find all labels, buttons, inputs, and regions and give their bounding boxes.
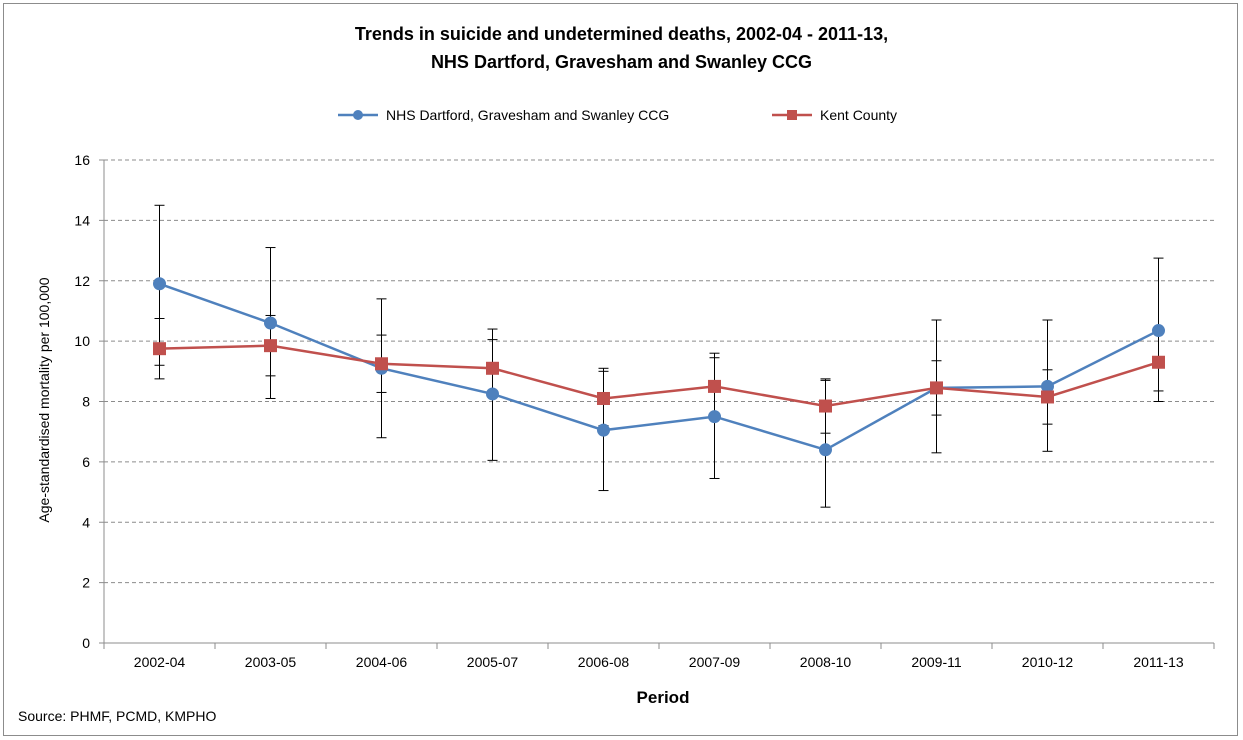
data-point-1 xyxy=(597,391,610,405)
legend-item-kent: Kent County xyxy=(770,104,897,126)
y-tick-label: 8 xyxy=(82,394,90,410)
data-point-0 xyxy=(264,316,277,330)
x-axis-label: Period xyxy=(636,688,690,707)
x-tick-label: 2011-13 xyxy=(1133,654,1184,670)
y-tick-label: 6 xyxy=(82,454,90,470)
y-tick-label: 12 xyxy=(74,273,90,289)
chart-subtitle: NHS Dartford, Gravesham and Swanley CCG xyxy=(430,52,813,72)
data-point-1 xyxy=(375,357,388,371)
y-tick-label: 14 xyxy=(74,212,90,228)
data-point-0 xyxy=(1041,379,1054,393)
chart-title: Trends in suicide and undetermined death… xyxy=(354,24,889,44)
y-tick-label: 0 xyxy=(82,635,90,651)
source-note: Source: PHMF, PCMD, KMPHO xyxy=(18,708,217,724)
data-point-1 xyxy=(930,381,943,395)
data-point-1 xyxy=(264,339,277,353)
legend-swatch-kent xyxy=(772,110,812,120)
legend-label-kent: Kent County xyxy=(820,107,898,123)
x-tick-label: 2008-10 xyxy=(800,654,852,670)
data-point-0 xyxy=(153,277,166,291)
data-point-0 xyxy=(597,423,610,437)
x-tick-label: 2009-11 xyxy=(911,654,962,670)
x-tick-label: 2007-09 xyxy=(689,654,741,670)
x-tick-label: 2006-08 xyxy=(578,654,630,670)
legend-label-ccg: NHS Dartford, Gravesham and Swanley CCG xyxy=(386,107,670,123)
data-point-1 xyxy=(486,361,499,375)
data-point-1 xyxy=(1041,390,1054,404)
data-point-0 xyxy=(819,443,832,457)
x-tick-label: 2004-06 xyxy=(356,654,408,670)
legend-item-ccg: NHS Dartford, Gravesham and Swanley CCG xyxy=(336,104,669,126)
legend-swatch-ccg xyxy=(338,110,378,120)
data-point-0 xyxy=(486,387,499,401)
data-point-0 xyxy=(708,410,721,424)
data-point-1 xyxy=(708,379,721,393)
series-line-1 xyxy=(159,344,1159,408)
y-tick-label: 4 xyxy=(82,514,90,530)
chart-frame xyxy=(3,3,1238,736)
y-axis-label: Age-standardised mortality per 100,000 xyxy=(36,277,52,523)
x-tick-label: 2010-12 xyxy=(1022,654,1074,670)
x-tick-label: 2005-07 xyxy=(467,654,519,670)
y-tick-label: 10 xyxy=(74,333,90,349)
data-point-0 xyxy=(1152,324,1165,338)
data-point-1 xyxy=(153,342,166,356)
y-tick-label: 16 xyxy=(74,152,90,168)
y-tick-label: 2 xyxy=(82,575,90,591)
series-line-0 xyxy=(159,282,1160,452)
x-tick-label: 2002-04 xyxy=(134,654,186,670)
x-tick-label: 2003-05 xyxy=(245,654,297,670)
data-point-1 xyxy=(1152,355,1165,369)
data-point-1 xyxy=(819,399,832,413)
